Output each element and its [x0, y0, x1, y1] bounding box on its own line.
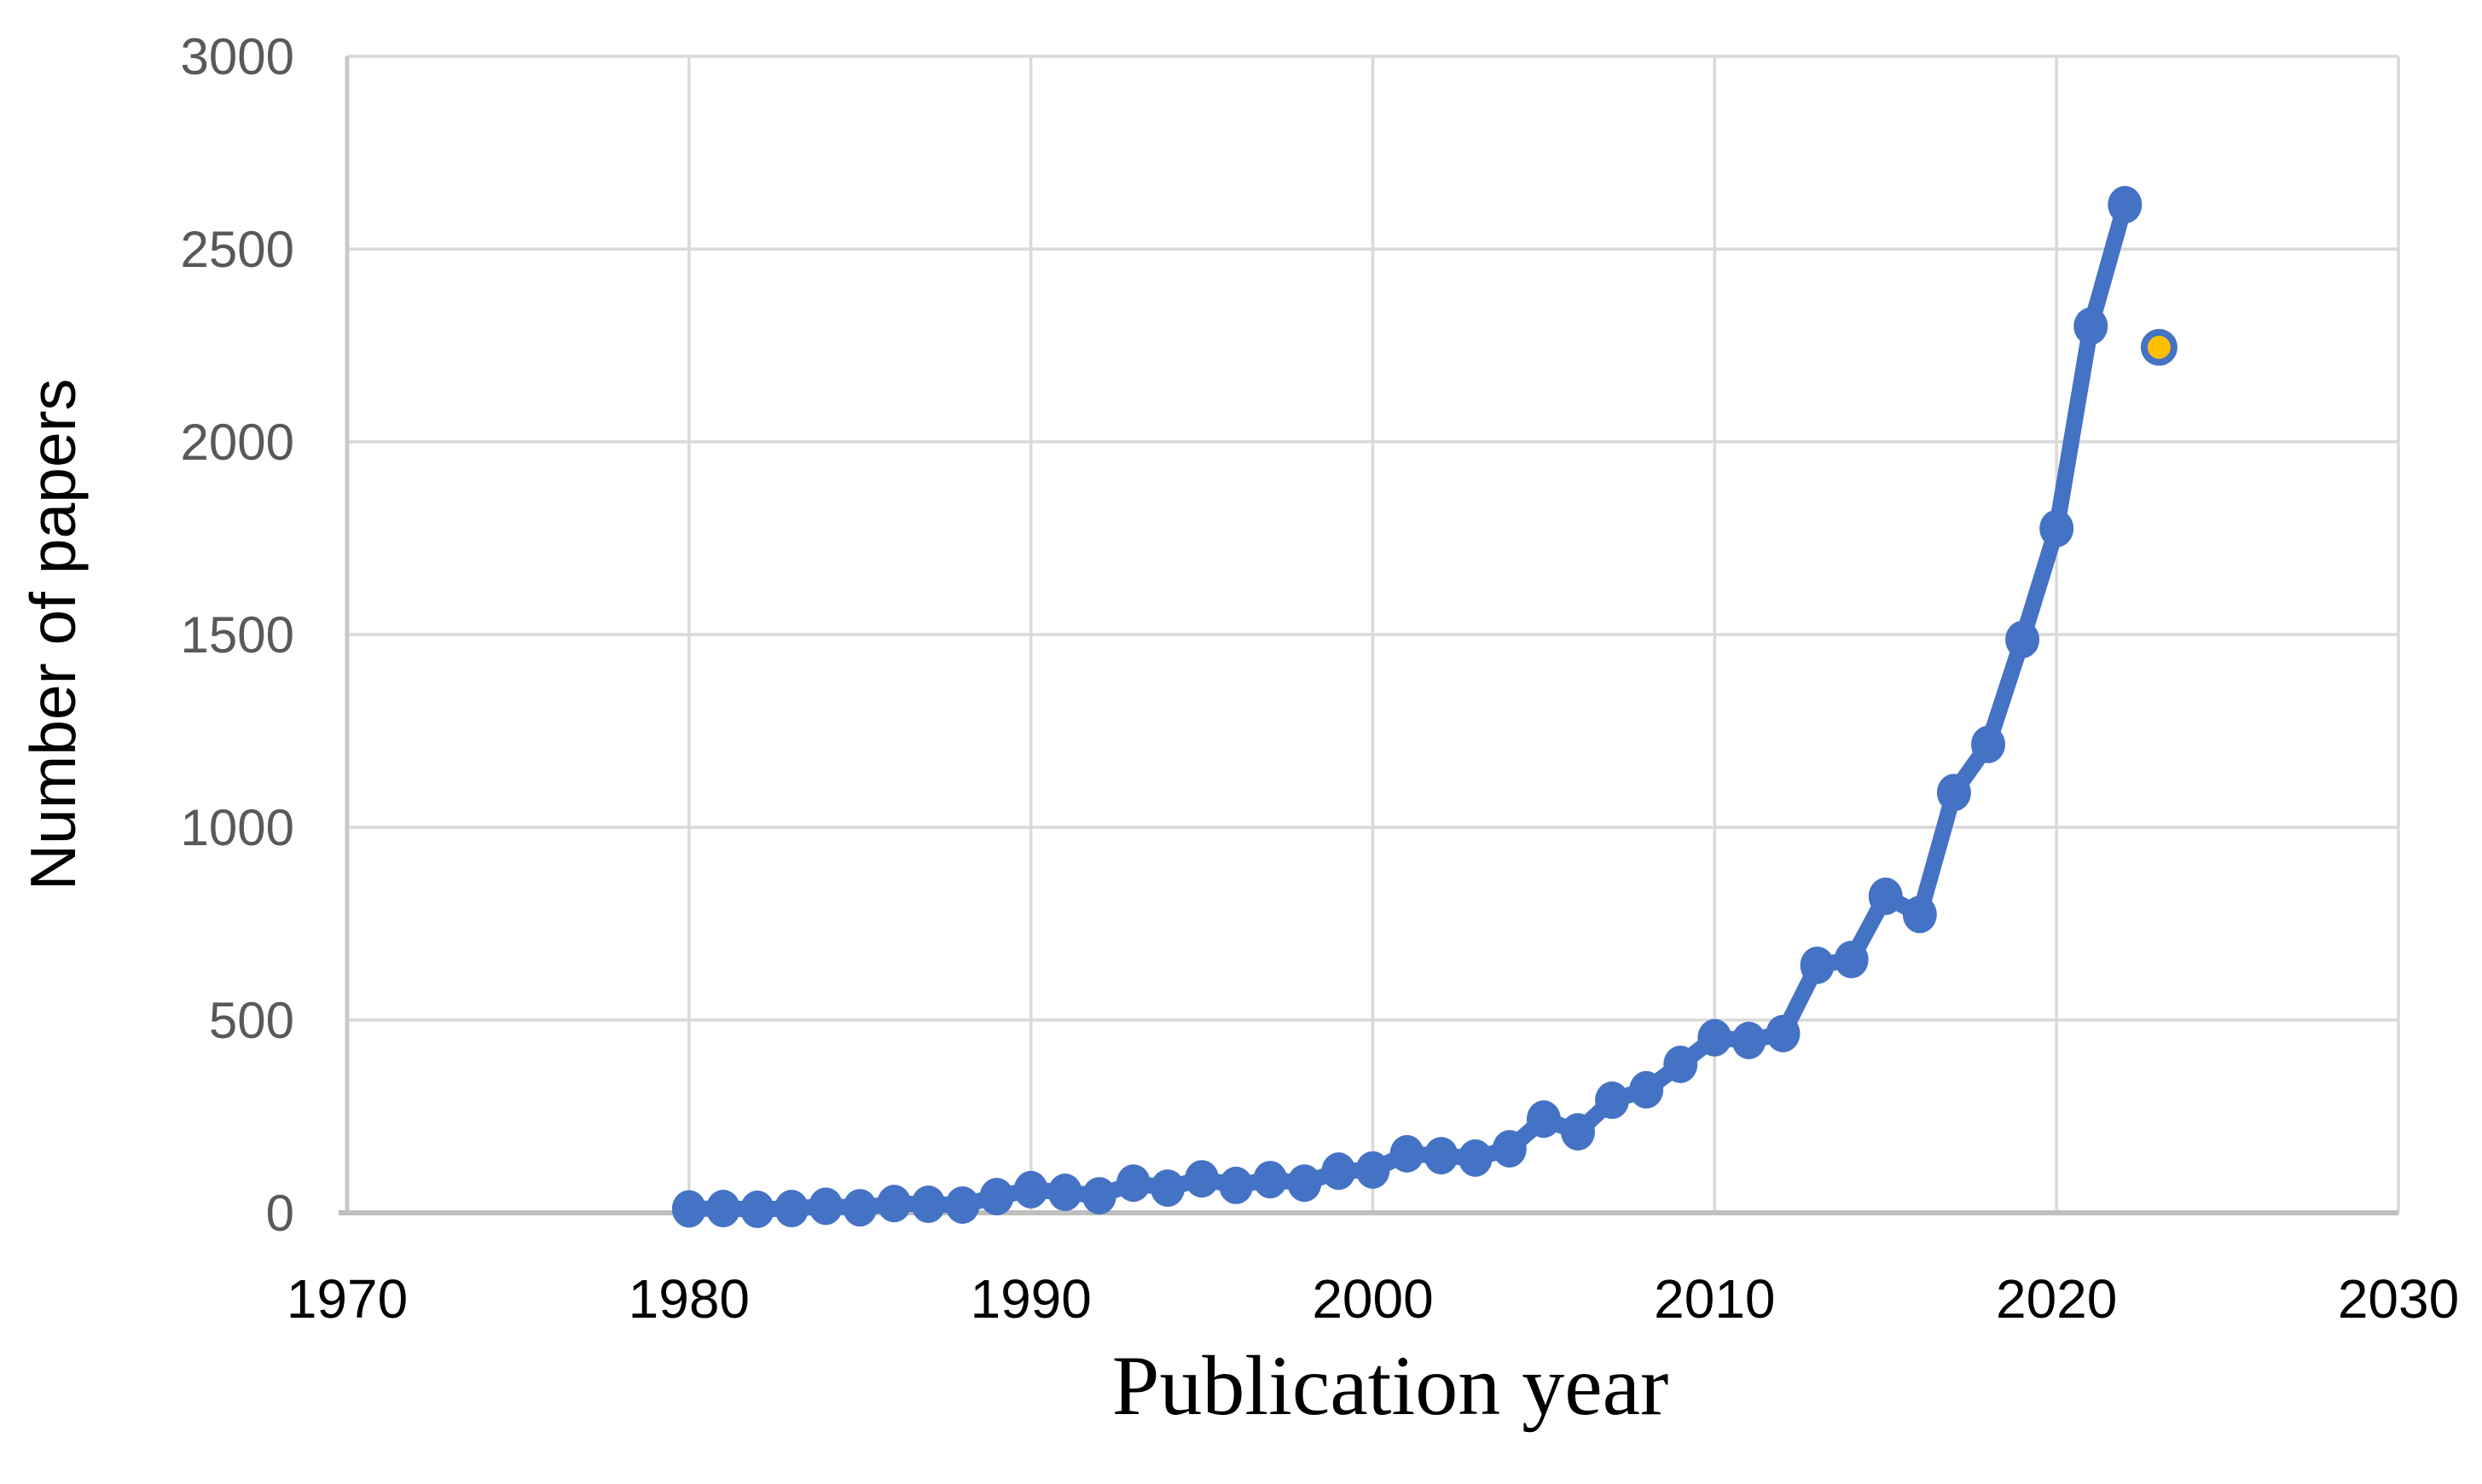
highlight-point-marker: [2140, 328, 2178, 366]
data-point-marker: [1561, 1113, 1595, 1151]
data-point-marker: [2108, 186, 2143, 224]
y-tick-label: 0: [266, 1185, 294, 1242]
data-point-marker: [1936, 774, 1971, 812]
data-point-marker: [1116, 1164, 1151, 1203]
data-point-marker: [1697, 1018, 1732, 1057]
y-tick-label: 2000: [181, 414, 294, 471]
data-point-marker: [877, 1185, 912, 1223]
highlight-point-group: [2140, 328, 2178, 366]
data-point-marker: [1047, 1174, 1082, 1212]
y-tick-label: 3000: [181, 28, 294, 85]
data-point-marker: [2005, 620, 2040, 658]
data-point-marker: [1287, 1164, 1322, 1203]
data-point-marker: [1219, 1166, 1254, 1204]
data-point-marker: [1321, 1152, 1356, 1191]
x-tick-label: 2020: [1996, 1268, 2117, 1330]
data-point-marker: [1800, 946, 1835, 984]
data-point-marker: [911, 1185, 946, 1224]
data-point-marker: [1151, 1169, 1185, 1208]
data-point-marker: [740, 1190, 774, 1228]
data-point-marker: [1902, 896, 1937, 934]
x-tick-label: 1980: [629, 1268, 750, 1330]
data-point-marker: [1834, 941, 1869, 979]
y-axis-title: Number of papers: [17, 379, 89, 890]
x-tick-label: 2010: [1654, 1268, 1775, 1330]
data-point-marker: [1492, 1129, 1527, 1168]
data-point-marker: [2073, 307, 2108, 345]
x-tick-label: 2000: [1312, 1268, 1433, 1330]
data-point-marker: [1731, 1021, 1766, 1059]
data-point-marker: [1389, 1134, 1424, 1173]
y-tick-label: 500: [209, 992, 294, 1049]
data-point-marker: [1971, 725, 2005, 763]
data-series: [671, 186, 2143, 1228]
data-point-marker: [1629, 1070, 1664, 1109]
data-point-marker: [2039, 509, 2074, 548]
data-point-marker: [979, 1178, 1014, 1216]
x-axis-tick-labels: 1970 1980 1990 2000 2010 2020 2030: [287, 1268, 2459, 1330]
data-point-marker: [1013, 1170, 1048, 1209]
x-axis-title: Publication year: [1112, 1338, 1669, 1433]
data-point-marker: [843, 1189, 878, 1227]
data-point-marker: [1253, 1161, 1288, 1199]
y-tick-label: 1000: [181, 799, 294, 856]
data-point-marker: [1458, 1139, 1493, 1177]
x-tick-label: 1990: [970, 1268, 1091, 1330]
y-tick-label: 1500: [181, 606, 294, 664]
y-tick-label: 2500: [181, 221, 294, 278]
y-axis-tick-labels: 0 500 1000 1500 2000 2500 3000: [181, 28, 294, 1242]
series-polyline: [681, 196, 2133, 1218]
vertical-gridlines: [345, 56, 2400, 1213]
data-point-marker: [1355, 1151, 1390, 1189]
data-point-marker: [1595, 1081, 1630, 1120]
data-point-marker: [809, 1187, 844, 1226]
data-point-marker: [1766, 1014, 1801, 1052]
data-point-marker: [1082, 1177, 1116, 1215]
data-point-marker: [1185, 1160, 1220, 1198]
data-point-marker: [945, 1185, 980, 1224]
x-tick-label: 1970: [287, 1268, 408, 1330]
data-point-marker: [705, 1190, 740, 1228]
data-point-marker: [1424, 1137, 1458, 1175]
data-point-marker: [671, 1190, 706, 1228]
x-tick-label: 2030: [2338, 1268, 2459, 1330]
data-point-marker: [774, 1190, 809, 1228]
data-point-marker: [1868, 877, 1903, 915]
data-point-marker: [1526, 1100, 1561, 1139]
data-point-marker: [1663, 1045, 1698, 1083]
